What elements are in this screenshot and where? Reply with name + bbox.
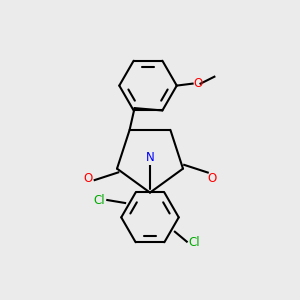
Text: O: O — [208, 172, 217, 184]
Text: N: N — [146, 152, 154, 164]
Text: O: O — [194, 77, 203, 90]
Text: Cl: Cl — [94, 194, 105, 206]
Text: O: O — [83, 172, 92, 184]
Text: Cl: Cl — [189, 236, 200, 249]
